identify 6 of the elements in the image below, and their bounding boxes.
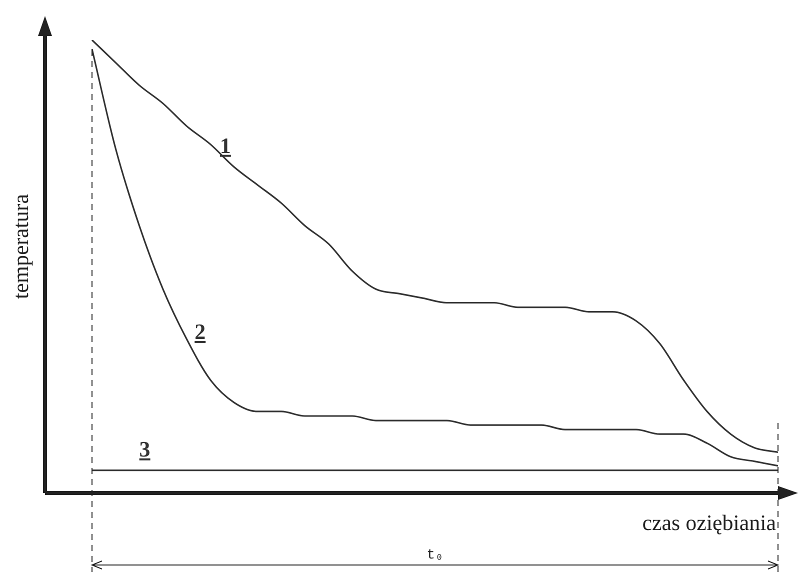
y-axis-title: temperatura [8,194,33,300]
text: t₀ [426,548,444,564]
series-label: 3 [139,436,150,462]
series-label: 1 [220,132,231,158]
series-label: 2 [194,318,206,344]
x-axis-title: czas oziębiania [642,510,776,535]
